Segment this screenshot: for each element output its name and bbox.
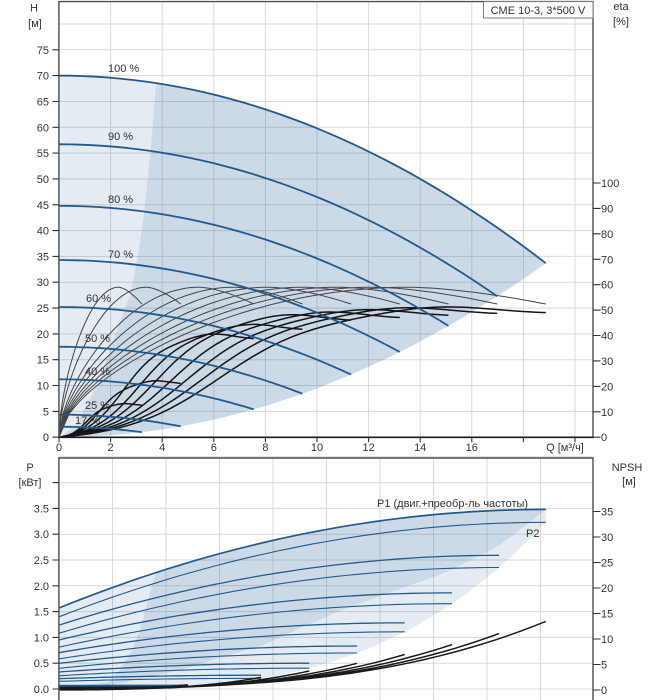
svg-text:eta: eta — [613, 1, 629, 13]
svg-text:25 %: 25 % — [85, 400, 110, 412]
svg-text:30: 30 — [37, 277, 49, 289]
svg-text:15: 15 — [37, 355, 49, 367]
svg-text:0.0: 0.0 — [34, 684, 49, 696]
svg-text:40 %: 40 % — [85, 366, 110, 378]
svg-text:0: 0 — [56, 442, 62, 454]
svg-text:6: 6 — [211, 442, 217, 454]
svg-text:100 %: 100 % — [108, 63, 139, 75]
svg-text:70: 70 — [37, 71, 49, 83]
svg-text:55: 55 — [37, 148, 49, 160]
svg-text:16: 16 — [466, 442, 478, 454]
svg-text:CME 10-3, 3*500 V: CME 10-3, 3*500 V — [491, 5, 586, 17]
svg-text:P: P — [26, 462, 33, 474]
svg-text:40: 40 — [37, 226, 49, 238]
svg-text:0.5: 0.5 — [34, 658, 49, 670]
svg-text:70: 70 — [601, 254, 613, 266]
svg-text:NPSH: NPSH — [612, 462, 643, 474]
svg-text:3.0: 3.0 — [34, 529, 49, 541]
svg-text:17 %: 17 % — [75, 415, 100, 427]
svg-text:25: 25 — [601, 558, 613, 570]
svg-text:70 %: 70 % — [108, 249, 133, 261]
svg-text:0: 0 — [601, 432, 607, 444]
svg-text:20: 20 — [601, 583, 613, 595]
svg-text:0: 0 — [601, 685, 607, 697]
svg-text:0: 0 — [43, 432, 49, 444]
svg-text:Q [м³/ч]: Q [м³/ч] — [546, 442, 584, 454]
svg-text:3.5: 3.5 — [34, 503, 49, 515]
svg-text:50 %: 50 % — [85, 333, 110, 345]
svg-text:20: 20 — [601, 381, 613, 393]
svg-text:35: 35 — [601, 507, 613, 519]
svg-text:H: H — [30, 3, 38, 15]
svg-text:15: 15 — [601, 609, 613, 621]
svg-text:P2: P2 — [526, 528, 539, 540]
svg-text:35: 35 — [37, 251, 49, 263]
svg-text:100: 100 — [601, 178, 619, 190]
svg-text:25: 25 — [37, 303, 49, 315]
svg-text:30: 30 — [601, 356, 613, 368]
svg-text:90 %: 90 % — [108, 131, 133, 143]
svg-text:60: 60 — [601, 280, 613, 292]
svg-text:4: 4 — [159, 442, 165, 454]
svg-text:5: 5 — [43, 406, 49, 418]
svg-text:10: 10 — [37, 381, 49, 393]
svg-text:2: 2 — [108, 442, 114, 454]
svg-text:P1 (двиг.+преобр-ль частоты): P1 (двиг.+преобр-ль частоты) — [377, 498, 528, 510]
svg-text:[%]: [%] — [613, 16, 629, 28]
svg-text:75: 75 — [37, 45, 49, 57]
svg-text:60: 60 — [37, 122, 49, 134]
svg-text:[м]: [м] — [622, 476, 636, 488]
svg-text:20: 20 — [37, 329, 49, 341]
svg-text:8: 8 — [262, 442, 268, 454]
svg-text:80 %: 80 % — [108, 194, 133, 206]
svg-text:10: 10 — [601, 407, 613, 419]
svg-text:12: 12 — [362, 442, 374, 454]
svg-text:1.0: 1.0 — [34, 632, 49, 644]
svg-text:[м]: [м] — [28, 18, 42, 30]
svg-text:40: 40 — [601, 331, 613, 343]
svg-text:14: 14 — [414, 442, 426, 454]
svg-text:1.5: 1.5 — [34, 607, 49, 619]
svg-text:10: 10 — [311, 442, 323, 454]
svg-text:90: 90 — [601, 203, 613, 215]
svg-text:30: 30 — [601, 532, 613, 544]
svg-text:60 %: 60 % — [86, 293, 111, 305]
svg-text:80: 80 — [601, 229, 613, 241]
svg-text:10: 10 — [601, 634, 613, 646]
svg-text:[кВт]: [кВт] — [19, 477, 42, 489]
svg-text:2.5: 2.5 — [34, 555, 49, 567]
svg-text:45: 45 — [37, 200, 49, 212]
svg-text:50: 50 — [601, 305, 613, 317]
svg-text:2.0: 2.0 — [34, 581, 49, 593]
svg-text:50: 50 — [37, 174, 49, 186]
svg-text:65: 65 — [37, 97, 49, 109]
svg-text:5: 5 — [601, 660, 607, 672]
